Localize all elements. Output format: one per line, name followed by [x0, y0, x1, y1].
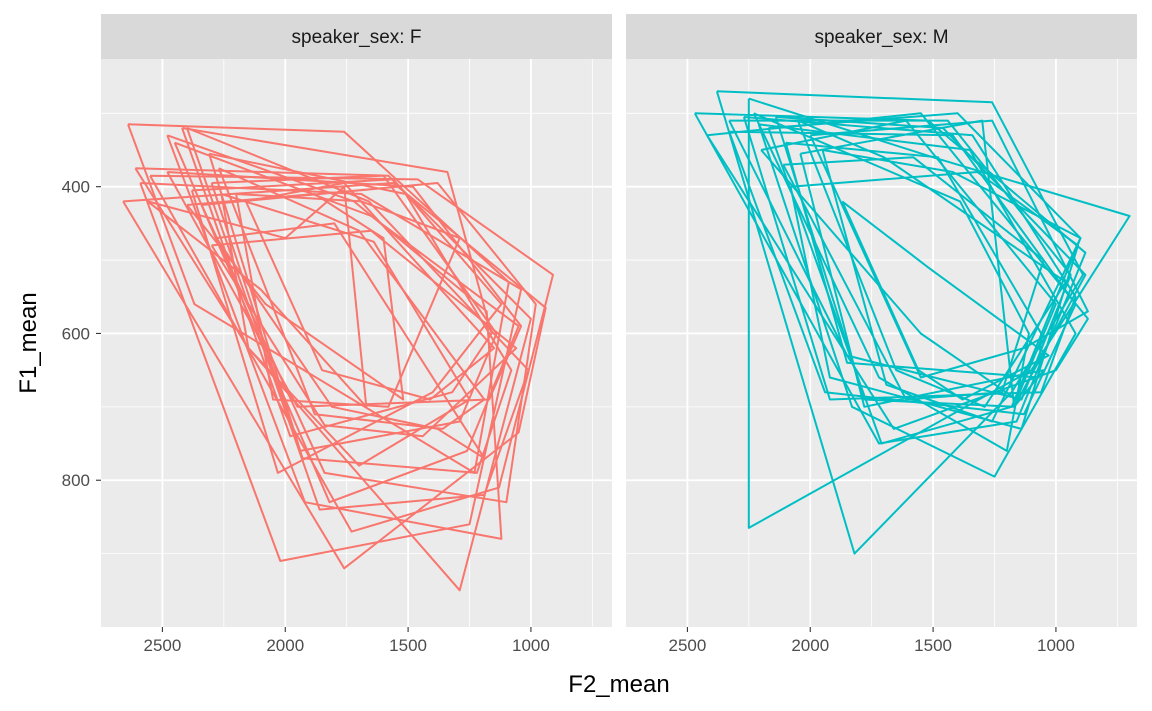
series-line-m-18 [821, 149, 1082, 423]
series-line-f-10 [208, 152, 513, 474]
series-line-f-16 [235, 193, 461, 408]
series-line-m-20 [760, 119, 1057, 401]
series-line-f-22 [215, 222, 486, 460]
strip-background-f [101, 14, 612, 59]
x-tick-label: 2000 [266, 636, 304, 655]
series-line-f-19 [186, 193, 405, 401]
series-line-m-3 [747, 97, 1131, 529]
series-line-m-13 [782, 156, 1045, 401]
x-tick-label: 1500 [914, 636, 952, 655]
series-line-f-6 [149, 174, 554, 533]
series-line-m-15 [797, 119, 1067, 408]
series-line-f-5 [122, 182, 547, 570]
series-line-m-16 [752, 112, 1030, 452]
x-tick-label: 2000 [791, 636, 829, 655]
strip-label-f: speaker_sex: F [292, 27, 422, 48]
series-line-m-9 [706, 112, 1089, 430]
series-line-f-20 [210, 229, 518, 438]
series-line-m-6 [767, 112, 1082, 445]
x-tick-label: 2500 [669, 636, 707, 655]
strip-background-m [626, 14, 1137, 59]
series-line-m-12 [799, 119, 1045, 408]
series-line-m-14 [789, 171, 1079, 430]
series-line-m-19 [841, 200, 1050, 401]
plot-background-f [101, 59, 612, 627]
series-line-f-9 [173, 141, 520, 504]
facet-panel-m: speaker_sex: M [626, 14, 1137, 627]
x-axis-f: 2500 2000 1500 1000 [144, 627, 550, 655]
series-lines-f [122, 123, 554, 592]
series-line-m-10 [784, 141, 1043, 379]
x-tick-label: 1000 [1037, 636, 1075, 655]
series-line-f-15 [181, 127, 493, 438]
x-tick-label: 1500 [389, 636, 427, 655]
series-line-m-5 [728, 119, 1072, 401]
series-line-f-12 [210, 174, 498, 452]
series-line-f-13 [217, 167, 486, 430]
y-tick-label: 800 [62, 471, 90, 490]
strip-label-m: speaker_sex: M [814, 27, 948, 48]
plot-background-m [626, 59, 1137, 627]
y-tick-label: 600 [62, 324, 90, 343]
x-tick-label: 1000 [512, 636, 550, 655]
x-tick-label: 2500 [144, 636, 182, 655]
series-line-m-11 [728, 130, 1077, 416]
y-axis: 400 600 800 [62, 178, 101, 490]
series-line-f-4 [139, 182, 523, 562]
x-axis-m: 2500 2000 1500 1000 [669, 627, 1075, 655]
series-line-f-11 [166, 171, 523, 408]
x-axis-title: F2_mean [568, 671, 669, 698]
series-lines-m [693, 90, 1131, 555]
y-tick-label: 400 [62, 178, 90, 197]
series-line-f-14 [190, 178, 503, 474]
series-line-m-7 [757, 123, 1077, 478]
y-axis-title: F1_mean [15, 292, 42, 393]
facet-panel-f: speaker_sex: F [101, 14, 612, 627]
series-line-f-3 [166, 134, 503, 540]
series-line-m-4 [742, 116, 1077, 401]
